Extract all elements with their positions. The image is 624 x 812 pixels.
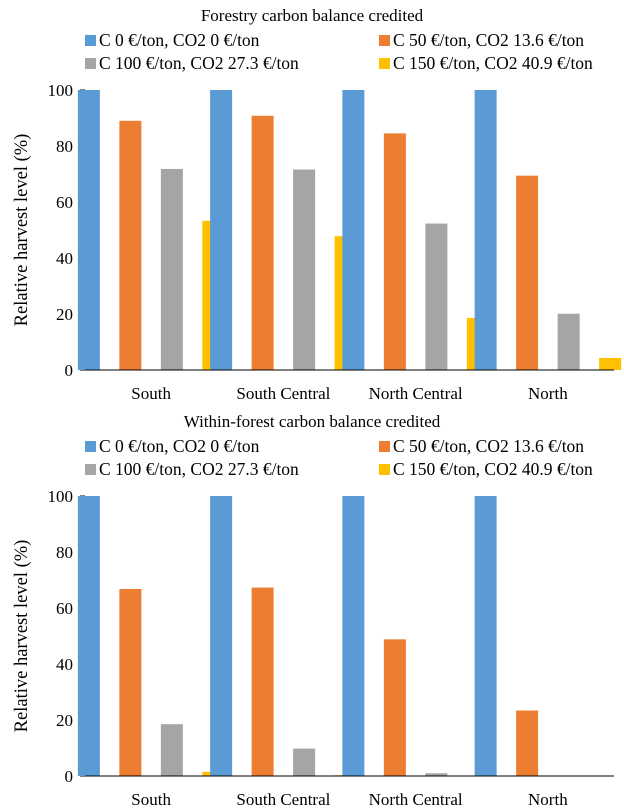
bar <box>119 588 142 776</box>
legend-swatch <box>379 35 390 46</box>
x-tick-label: North Central <box>369 790 463 809</box>
y-axis-label: Relative harvest level (%) <box>12 540 32 733</box>
legend-label: C 50 €/ton, CO2 13.6 €/ton <box>393 436 585 456</box>
y-tick-label: 100 <box>48 81 74 100</box>
legend-label: C 0 €/ton, CO2 0 €/ton <box>99 436 260 456</box>
legend-item: C 0 €/ton, CO2 0 €/ton <box>85 436 259 457</box>
bar <box>516 710 539 776</box>
bar <box>251 587 274 776</box>
legend-swatch <box>85 441 96 452</box>
legend-label: C 150 €/ton, CO2 40.9 €/ton <box>393 459 593 479</box>
legend-label: C 100 €/ton, CO2 27.3 €/ton <box>99 53 299 73</box>
legend-swatch <box>379 464 390 475</box>
bar <box>342 496 365 776</box>
bar <box>425 223 448 370</box>
y-tick-label: 80 <box>56 137 73 156</box>
x-tick-label: North <box>528 384 568 403</box>
legend-swatch <box>85 464 96 475</box>
y-tick-label: 100 <box>48 487 74 506</box>
legend-item: C 150 €/ton, CO2 40.9 €/ton <box>379 53 593 74</box>
legend-item: C 50 €/ton, CO2 13.6 €/ton <box>379 436 584 457</box>
bar <box>474 496 497 776</box>
y-tick-label: 80 <box>56 543 73 562</box>
x-tick-label: South Central <box>236 790 330 809</box>
y-tick-label: 60 <box>56 193 73 212</box>
legend-item: C 150 €/ton, CO2 40.9 €/ton <box>379 459 593 480</box>
chart-title: Forestry carbon balance credited <box>200 6 424 25</box>
x-tick-label: South <box>131 790 171 809</box>
legend-label: C 0 €/ton, CO2 0 €/ton <box>99 30 260 50</box>
y-tick-label: 0 <box>65 767 74 786</box>
bar <box>425 773 448 776</box>
bar <box>293 169 316 370</box>
legend-swatch <box>85 58 96 69</box>
legend-swatch <box>85 35 96 46</box>
legend-label: C 50 €/ton, CO2 13.6 €/ton <box>393 30 585 50</box>
chart-panel-within-forest: Within-forest carbon balance credited C … <box>0 406 624 812</box>
bar <box>119 120 142 370</box>
y-tick-label: 60 <box>56 599 73 618</box>
bar <box>342 90 365 370</box>
bar <box>160 724 183 776</box>
bar <box>293 748 316 776</box>
bar <box>474 90 497 370</box>
bar <box>160 168 183 370</box>
bar-chart-plot: 0 20 40 60 80 100 Relative harvest level (%) So… <box>12 81 622 403</box>
legend-swatch <box>379 441 390 452</box>
y-tick-label: 20 <box>56 305 73 324</box>
chart-title: Within-forest carbon balance credited <box>183 412 441 431</box>
legend-item: C 100 €/ton, CO2 27.3 €/ton <box>85 459 299 480</box>
legend-swatch <box>379 58 390 69</box>
x-tick-label: North Central <box>369 384 463 403</box>
chart-panel-forestry: Forestry carbon balance credited C 0 €/t… <box>12 6 622 403</box>
legend-item: C 0 €/ton, CO2 0 €/ton <box>85 30 259 51</box>
y-axis-label: Relative harvest level (%) <box>12 134 32 327</box>
bar <box>383 133 406 370</box>
x-tick-label: South <box>131 384 171 403</box>
bar <box>251 115 274 370</box>
x-tick-label: North <box>528 790 568 809</box>
bar-chart-plot: 0 20 40 60 80 100 Relative harvest level (%) So… <box>12 487 614 809</box>
bar <box>77 90 100 370</box>
x-tick-label: South Central <box>236 384 330 403</box>
legend-item: C 100 €/ton, CO2 27.3 €/ton <box>85 53 299 74</box>
y-tick-label: 40 <box>56 249 73 268</box>
y-tick-label: 0 <box>65 361 74 380</box>
bar <box>210 496 233 776</box>
bar <box>557 313 580 370</box>
y-tick-label: 20 <box>56 711 73 730</box>
legend-label: C 150 €/ton, CO2 40.9 €/ton <box>393 53 593 73</box>
legend-item: C 50 €/ton, CO2 13.6 €/ton <box>379 30 584 51</box>
bar <box>383 639 406 776</box>
y-tick-label: 40 <box>56 655 73 674</box>
bar <box>516 175 539 370</box>
bar <box>210 90 233 370</box>
legend-label: C 100 €/ton, CO2 27.3 €/ton <box>99 459 299 479</box>
bar <box>77 496 100 776</box>
bar <box>599 357 622 370</box>
